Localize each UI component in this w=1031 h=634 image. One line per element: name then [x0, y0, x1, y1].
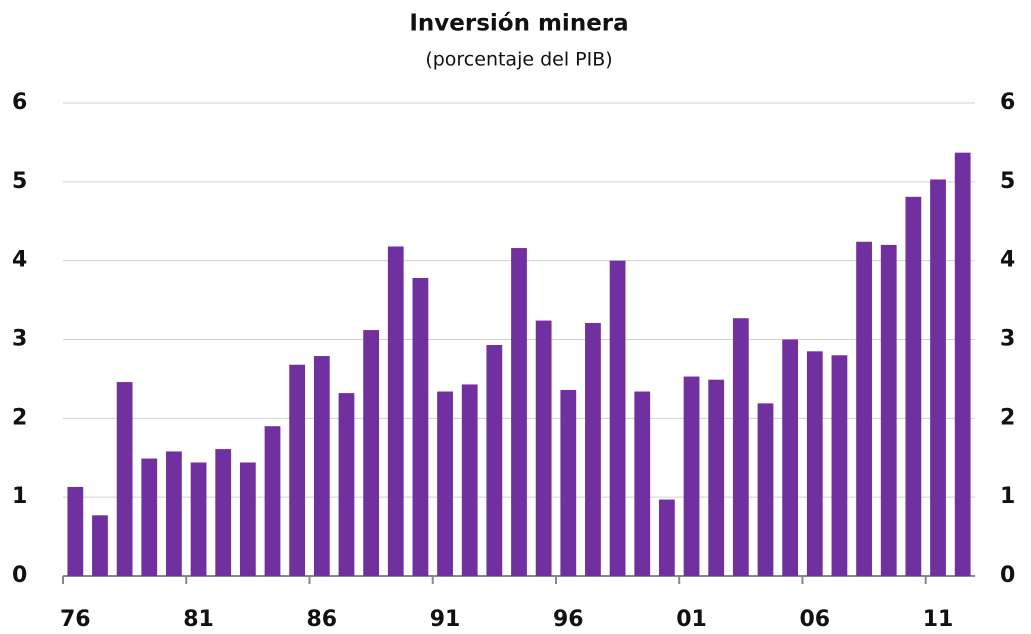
y-tick-label: 6 — [12, 90, 27, 115]
y-tick-label: 1 — [12, 484, 27, 509]
bar — [289, 364, 306, 576]
bar — [190, 462, 207, 576]
chart-subtitle: (porcentaje del PIB) — [425, 49, 612, 71]
x-tick-label: 11 — [923, 607, 954, 632]
bar — [387, 246, 404, 576]
y2-tick-label: 4 — [1000, 248, 1015, 273]
bar — [215, 449, 232, 576]
bar — [511, 248, 527, 576]
bar — [166, 451, 182, 576]
bar — [67, 486, 84, 576]
bar — [659, 499, 675, 576]
y2-tick-label: 0 — [1000, 563, 1015, 588]
y-tick-label: 2 — [12, 405, 27, 430]
bar — [954, 152, 971, 577]
y-tick-label: 0 — [12, 563, 27, 588]
bar — [363, 330, 379, 576]
bar — [313, 356, 330, 576]
bar — [708, 379, 725, 576]
x-tick-label: 96 — [553, 607, 584, 632]
y2-tick-label: 1 — [1000, 484, 1015, 509]
bar — [806, 351, 823, 576]
bar — [683, 376, 700, 576]
bar — [831, 355, 848, 576]
bar — [239, 462, 256, 576]
x-tick-label: 01 — [676, 607, 707, 632]
y-tick-label: 4 — [12, 248, 27, 273]
x-tick-label: 06 — [799, 607, 830, 632]
y2-tick-label: 2 — [1000, 405, 1015, 430]
y2-tick-label: 3 — [1000, 327, 1015, 352]
bar — [92, 515, 108, 576]
x-tick-label: 81 — [183, 607, 214, 632]
bar — [437, 391, 453, 576]
y-tick-label: 5 — [12, 169, 27, 194]
x-tick-label: 76 — [60, 607, 91, 632]
bar — [732, 318, 749, 576]
bar — [930, 179, 946, 577]
bar — [486, 345, 503, 576]
x-tick-label: 86 — [306, 607, 337, 632]
bar — [609, 260, 626, 576]
bar — [338, 393, 355, 576]
y2-tick-label: 5 — [1000, 169, 1015, 194]
y2-tick-label: 6 — [1000, 90, 1015, 115]
y-tick-label: 3 — [12, 327, 27, 352]
bar — [634, 391, 651, 576]
bar — [585, 322, 601, 576]
chart-title: Inversión minera — [409, 11, 628, 37]
bar — [535, 320, 552, 576]
bar — [757, 403, 774, 576]
bar — [880, 244, 897, 576]
x-tick-label: 91 — [430, 607, 461, 632]
bar — [412, 278, 429, 576]
bar — [782, 339, 799, 576]
bar — [264, 426, 281, 576]
bar — [116, 382, 133, 576]
bar — [560, 389, 577, 576]
bar — [141, 458, 158, 576]
bar — [905, 196, 922, 577]
bar — [856, 241, 872, 576]
bar — [461, 384, 478, 576]
